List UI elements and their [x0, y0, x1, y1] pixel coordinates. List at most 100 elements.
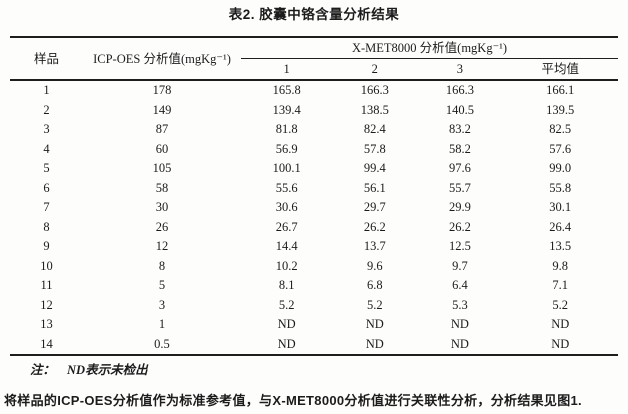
cell-sample: 7 [43, 200, 50, 214]
cell-sample: 2 [43, 102, 50, 117]
cell-sample: 13 [40, 317, 53, 331]
cell-average: 99.0 [549, 161, 572, 175]
cell-icp: 105 [152, 161, 172, 175]
cell-icp: 26 [155, 219, 169, 234]
table-row: 6 58 55.6 56.1 55.7 55.8 [10, 179, 618, 199]
cell-average: 7.1 [552, 278, 569, 292]
cell-measure-1: 139.4 [272, 102, 301, 117]
cell-sample: 12 [40, 297, 53, 312]
cell-icp: 3 [158, 297, 166, 312]
cell-icp: 178 [152, 83, 172, 97]
cell-measure-3: 29.9 [448, 200, 471, 214]
cell-measure-1: ND [277, 317, 296, 331]
table-row: 14 0.5 ND ND ND ND [10, 335, 618, 356]
column-header-xmet8000-group: X-MET8000 分析值(mgKg⁻¹) [241, 37, 618, 59]
table-row: 3 87 81.8 82.4 83.2 82.5 [10, 120, 618, 140]
cell-measure-3: 9.7 [452, 258, 468, 273]
cell-icp: 30 [155, 200, 169, 214]
cell-measure-3: 6.4 [452, 278, 468, 292]
cell-sample: 6 [43, 180, 50, 195]
cell-measure-1: 5.2 [278, 297, 295, 312]
column-header-average: 平均值 [502, 58, 618, 81]
cell-icp: 12 [155, 239, 169, 253]
table-header: 样品 ICP-OES 分析值(mgKg⁻¹) X-MET8000 分析值(mgK… [10, 37, 618, 81]
table-caption: 表2. 胶囊中铬含量分析结果 [228, 7, 400, 22]
cell-average: 82.5 [549, 122, 572, 136]
cell-icp: 0.5 [154, 336, 170, 351]
cell-measure-1: 100.1 [272, 161, 301, 175]
column-header-icp-oes: ICP-OES 分析值(mgKg⁻¹) [82, 37, 242, 81]
cell-icp: 58 [155, 180, 169, 195]
cell-sample: 5 [43, 161, 50, 175]
cell-sample: 3 [43, 122, 50, 136]
table-row: 13 1 ND ND ND ND [10, 315, 618, 335]
column-header-measure-1: 1 [241, 58, 333, 81]
cell-measure-2: 57.8 [363, 141, 386, 156]
table-row: 2 149 139.4 138.5 140.5 139.5 [10, 101, 618, 121]
cell-measure-1: 81.8 [275, 122, 298, 136]
cell-average: 26.4 [549, 219, 572, 234]
cell-measure-2: 29.7 [363, 200, 386, 214]
cell-measure-2: 26.2 [363, 219, 386, 234]
cell-measure-3: 58.2 [448, 141, 471, 156]
cell-icp: 1 [158, 317, 166, 331]
cell-measure-1: 26.7 [275, 219, 298, 234]
cell-measure-3: ND [450, 317, 469, 331]
table-row: 7 30 30.6 29.7 29.9 30.1 [10, 198, 618, 218]
table-note: 注： ND表示未检出 [30, 362, 628, 378]
cell-measure-3: 83.2 [448, 122, 471, 136]
table-body: 1 178 165.8 166.3 166.3 166.1 2 149 139.… [10, 80, 618, 355]
cell-sample: 4 [43, 141, 50, 156]
cell-measure-2: 138.5 [360, 102, 389, 117]
column-header-measure-2: 2 [332, 58, 418, 81]
cell-measure-3: 12.5 [448, 239, 471, 253]
cell-measure-3: 140.5 [445, 102, 474, 117]
cell-measure-2: 82.4 [363, 122, 386, 136]
body-paragraph: 将样品的ICP-OES分析值作为标准参考值，与X-MET8000分析值进行关联性… [4, 393, 582, 408]
cell-measure-3: 55.7 [448, 180, 471, 195]
table-row: 12 3 5.2 5.2 5.3 5.2 [10, 296, 618, 316]
cell-measure-3: ND [450, 336, 469, 351]
cell-icp: 60 [155, 141, 169, 156]
cell-measure-1: 30.6 [275, 200, 298, 214]
cell-measure-2: 13.7 [363, 239, 386, 253]
cell-average: ND [551, 336, 570, 351]
cell-measure-2: 9.6 [366, 258, 383, 273]
column-header-sample: 样品 [10, 37, 83, 81]
table-row: 10 8 10.2 9.6 9.7 9.8 [10, 257, 618, 277]
cell-sample: 14 [40, 336, 53, 351]
cell-sample: 9 [43, 239, 50, 253]
cell-average: 139.5 [546, 102, 575, 117]
results-table: 样品 ICP-OES 分析值(mgKg⁻¹) X-MET8000 分析值(mgK… [10, 36, 618, 356]
column-header-measure-3: 3 [417, 58, 503, 81]
cell-sample: 11 [40, 278, 53, 292]
cell-measure-1: 14.4 [275, 239, 298, 253]
table-row: 11 5 8.1 6.8 6.4 7.1 [10, 276, 618, 296]
cell-measure-2: ND [365, 317, 384, 331]
cell-measure-2: 99.4 [363, 161, 386, 175]
cell-measure-2: 56.1 [363, 180, 386, 195]
table-row: 9 12 14.4 13.7 12.5 13.5 [10, 237, 618, 257]
cell-measure-2: 5.2 [366, 297, 383, 312]
results-table-wrap: 样品 ICP-OES 分析值(mgKg⁻¹) X-MET8000 分析值(mgK… [10, 36, 618, 356]
cell-measure-3: 5.3 [452, 297, 468, 312]
cell-measure-2: 166.3 [360, 83, 389, 97]
cell-average: 166.1 [546, 83, 575, 97]
cell-measure-3: 26.2 [448, 219, 471, 234]
table-row: 8 26 26.7 26.2 26.2 26.4 [10, 218, 618, 238]
cell-measure-1: 55.6 [275, 180, 298, 195]
cell-measure-1: ND [277, 336, 296, 351]
cell-measure-2: 6.8 [366, 278, 383, 292]
cell-sample: 10 [40, 258, 53, 273]
cell-measure-3: 97.6 [448, 161, 471, 175]
cell-icp: 87 [155, 122, 169, 136]
cell-average: 5.2 [552, 297, 569, 312]
cell-measure-1: 10.2 [275, 258, 298, 273]
cell-average: 57.6 [549, 141, 572, 156]
table-row: 4 60 56.9 57.8 58.2 57.6 [10, 140, 618, 160]
note-label: 注： [30, 363, 56, 377]
cell-average: ND [551, 317, 570, 331]
table-row: 5 105 100.1 99.4 97.6 99.0 [10, 159, 618, 179]
note-text: ND表示未检出 [67, 363, 148, 377]
